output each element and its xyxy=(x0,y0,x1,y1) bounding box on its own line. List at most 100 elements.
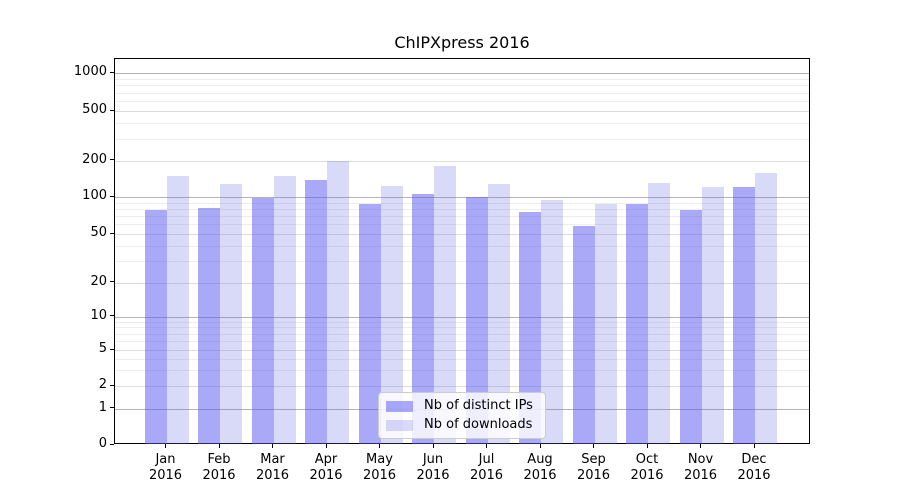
plot-area xyxy=(114,58,810,444)
gridline-minor xyxy=(115,92,809,94)
x-tick-label-aug: Aug 2016 xyxy=(523,452,557,483)
bar-downloads-feb xyxy=(220,184,242,444)
bar-downloads-mar xyxy=(273,175,296,444)
gridline-minor xyxy=(115,358,809,360)
x-tick-mark-may xyxy=(379,444,380,448)
gridline-500 xyxy=(115,111,809,112)
bar-downloads-jul xyxy=(487,184,510,444)
legend-label-downloads: Nb of downloads xyxy=(424,417,533,432)
x-tick-mark-feb xyxy=(218,444,220,448)
bar-downloads-aug xyxy=(541,200,563,444)
bar-distinct-ips-mar xyxy=(251,198,274,444)
bar-distinct-ips-jun xyxy=(412,194,434,444)
y-tick-mark-100 xyxy=(110,195,114,197)
x-tick-mark-apr xyxy=(325,444,327,448)
y-tick-mark-0 xyxy=(110,443,114,445)
x-tick-label-oct: Oct 2016 xyxy=(630,452,664,483)
bar-distinct-ips-aug xyxy=(519,212,541,444)
y-tick-mark-1000 xyxy=(110,71,114,73)
y-tick-label-200: 200 xyxy=(82,151,107,167)
gridline-100 xyxy=(115,197,809,198)
x-tick-label-jan: Jan 2016 xyxy=(148,452,183,483)
gridline-minor xyxy=(115,208,809,210)
gridline-minor xyxy=(115,224,809,226)
bar-distinct-ips-feb xyxy=(198,208,220,444)
gridline-minor xyxy=(115,78,809,80)
legend-item-downloads: Nb of downloads xyxy=(386,417,533,433)
y-tick-mark-500 xyxy=(110,109,114,111)
gridline-minor xyxy=(115,138,809,140)
gridline-20 xyxy=(115,282,809,284)
bar-distinct-ips-oct xyxy=(626,204,648,444)
y-tick-mark-200 xyxy=(110,159,114,160)
y-tick-mark-20 xyxy=(110,281,114,282)
gridline-200 xyxy=(115,160,809,162)
x-tick-label-mar: Mar 2016 xyxy=(255,452,290,483)
gridline-1000 xyxy=(115,73,809,74)
x-tick-label-may: May 2016 xyxy=(362,452,397,483)
bar-distinct-ips-nov xyxy=(679,209,702,444)
y-tick-label-20: 20 xyxy=(90,273,107,289)
gridline-minor xyxy=(115,341,809,343)
gridline-minor xyxy=(115,216,809,218)
y-tick-label-0: 0 xyxy=(98,436,107,451)
x-tick-label-jun: Jun 2016 xyxy=(416,452,450,483)
x-tick-label-jul: Jul 2016 xyxy=(469,452,504,483)
bar-downloads-sep xyxy=(594,203,617,444)
bar-downloads-dec xyxy=(755,172,777,444)
y-tick-mark-1 xyxy=(110,407,114,408)
bar-downloads-oct xyxy=(648,183,670,444)
x-tick-label-feb: Feb 2016 xyxy=(202,452,236,483)
y-tick-mark-10 xyxy=(110,315,114,316)
x-tick-mark-dec xyxy=(753,444,755,448)
x-tick-mark-jan xyxy=(165,444,166,448)
y-tick-label-50: 50 xyxy=(90,225,107,240)
bar-distinct-ips-apr xyxy=(305,180,327,444)
gridline-minor xyxy=(115,321,809,323)
y-tick-label-1000: 1000 xyxy=(73,64,107,79)
chart-title: ChIPXpress 2016 xyxy=(394,33,530,52)
x-tick-mark-mar xyxy=(272,444,273,448)
gridline-minor xyxy=(115,327,809,329)
x-tick-label-apr: Apr 2016 xyxy=(309,452,343,483)
x-tick-mark-sep xyxy=(593,444,594,448)
bar-distinct-ips-dec xyxy=(733,187,755,444)
x-tick-label-nov: Nov 2016 xyxy=(683,452,718,483)
y-tick-mark-2 xyxy=(110,384,114,386)
y-tick-label-10: 10 xyxy=(90,307,107,323)
y-tick-mark-50 xyxy=(110,232,114,234)
x-tick-mark-nov xyxy=(700,444,701,448)
bar-distinct-ips-jan xyxy=(144,210,167,444)
x-tick-mark-jun xyxy=(432,444,434,448)
bar-downloads-may xyxy=(380,185,403,444)
gridline-minor xyxy=(115,333,809,335)
gridline-minor xyxy=(115,85,809,87)
y-tick-mark-5 xyxy=(110,348,114,350)
x-tick-mark-jul xyxy=(486,444,487,448)
gridline-minor xyxy=(115,261,809,263)
legend: Nb of distinct IPs Nb of downloads xyxy=(378,392,546,439)
gridline-10 xyxy=(115,316,809,318)
gridline-2 xyxy=(115,386,809,387)
bar-downloads-nov xyxy=(701,187,724,444)
y-tick-label-2: 2 xyxy=(98,377,107,392)
bar-downloads-apr xyxy=(327,160,349,444)
gridline-50 xyxy=(115,234,809,235)
x-tick-mark-aug xyxy=(539,444,541,448)
bar-distinct-ips-sep xyxy=(572,226,595,444)
y-tick-label-500: 500 xyxy=(82,102,107,117)
gridline-minor xyxy=(115,123,809,125)
bar-downloads-jun xyxy=(434,165,456,444)
y-tick-label-1: 1 xyxy=(98,399,107,415)
gridline-5 xyxy=(115,350,809,351)
y-tick-label-100: 100 xyxy=(82,188,107,203)
legend-item-distinct-ips: Nb of distinct IPs xyxy=(386,398,533,414)
x-tick-label-dec: Dec 2016 xyxy=(737,452,771,483)
gridline-minor xyxy=(115,370,809,372)
bar-distinct-ips-jul xyxy=(465,197,488,444)
bar-downloads-jan xyxy=(166,175,189,444)
x-tick-mark-oct xyxy=(646,444,648,448)
gridline-minor xyxy=(115,245,809,247)
legend-swatch-distinct-ips xyxy=(386,400,413,412)
